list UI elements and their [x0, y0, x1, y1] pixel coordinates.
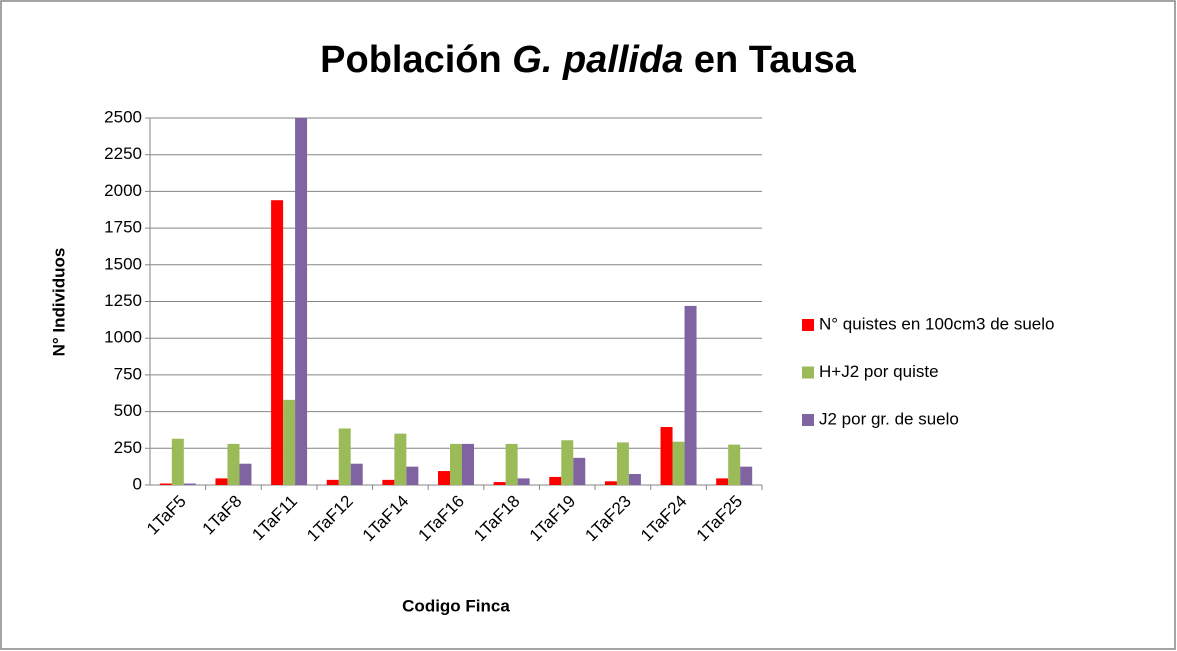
bar — [616, 442, 629, 485]
bar — [493, 482, 506, 485]
bar — [171, 438, 184, 485]
bar — [215, 478, 228, 485]
y-tick-label: 750 — [114, 364, 142, 383]
bar — [672, 441, 685, 485]
bar — [660, 427, 673, 485]
legend-label: J2 por gr. de suelo — [819, 409, 959, 428]
bar — [450, 443, 462, 485]
y-tick-label: 2000 — [104, 181, 142, 200]
y-tick-label: 0 — [133, 474, 142, 493]
bar — [271, 200, 284, 485]
y-tick-label: 500 — [114, 401, 142, 420]
y-tick-label: 250 — [114, 438, 142, 457]
bar — [505, 443, 518, 485]
x-axis-label: Codigo Finca — [402, 596, 510, 615]
y-tick-label: 1250 — [104, 291, 142, 310]
bar — [462, 443, 474, 485]
y-tick-label: 1500 — [104, 254, 142, 273]
bar — [517, 478, 530, 485]
bar — [183, 483, 196, 485]
legend-label: H+J2 por quiste — [819, 362, 939, 381]
bar — [326, 479, 339, 485]
bar — [684, 305, 697, 485]
bar — [227, 443, 240, 485]
bar — [728, 444, 741, 485]
bar — [628, 473, 641, 485]
bar — [159, 483, 172, 485]
y-tick-label: 2250 — [104, 144, 142, 163]
bar — [438, 471, 450, 485]
bar — [573, 457, 586, 485]
y-tick-label: 1000 — [104, 328, 142, 347]
bar — [295, 118, 308, 485]
bar — [382, 479, 395, 485]
bar — [283, 399, 296, 485]
legend-label: N° quistes en 100cm3 de suelo — [819, 314, 1055, 333]
title-part: G. pallida — [512, 39, 683, 81]
bar — [740, 466, 753, 485]
bar — [338, 428, 351, 485]
chart-title: Población G. pallida en Tausa — [320, 39, 857, 81]
bar — [716, 478, 729, 485]
legend-swatch — [802, 414, 814, 426]
legend-swatch — [802, 366, 814, 379]
bar — [350, 463, 363, 485]
title-part: en Tausa — [694, 39, 857, 81]
bar — [394, 433, 407, 485]
bar — [549, 476, 562, 485]
title-part: Población — [320, 39, 502, 81]
legend-swatch — [802, 319, 814, 331]
bar — [604, 481, 617, 485]
bar — [406, 466, 419, 485]
bar — [561, 440, 574, 485]
y-axis-label: N° Individuos — [49, 248, 68, 357]
y-tick-label: 1750 — [104, 218, 142, 237]
bar — [239, 463, 252, 485]
y-tick-label: 2500 — [104, 107, 142, 126]
